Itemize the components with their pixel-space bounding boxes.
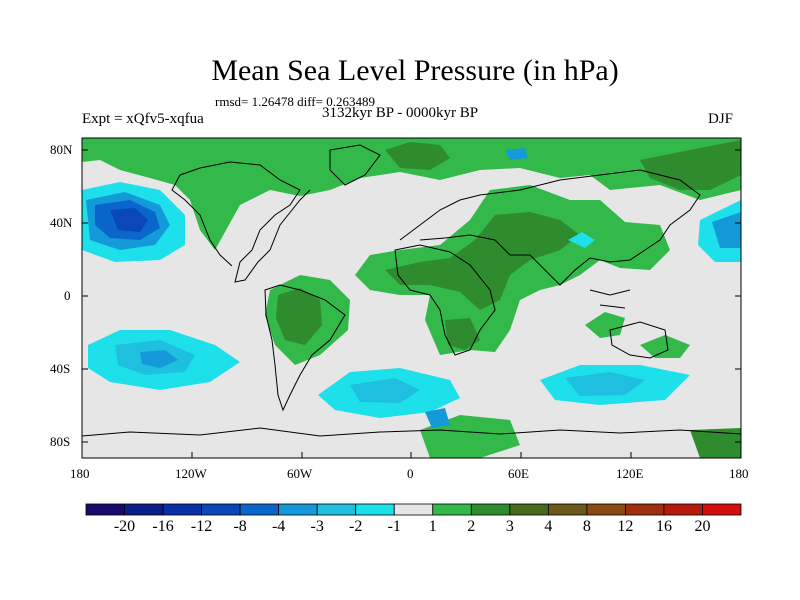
lat-tick-label: 0 — [64, 288, 71, 303]
lat-tick-marks — [82, 149, 741, 443]
coast-australia — [609, 321, 669, 359]
colorbar — [85, 503, 742, 516]
south-america-strong-positive — [276, 288, 322, 345]
coastlines — [82, 144, 741, 437]
lat-tick-label: 40N — [50, 215, 73, 230]
coast-indonesia — [589, 289, 631, 309]
colorbar-label: -12 — [190, 518, 213, 535]
south-pacific-negative-3 — [140, 350, 178, 368]
indian-ocean-negative-2 — [565, 372, 645, 396]
colorbar-label: -8 — [233, 518, 247, 535]
colorbar-swatch — [162, 503, 202, 516]
season-label: DJF — [708, 111, 734, 127]
period-label: 3132kyr BP - 0000kyr BP — [322, 105, 479, 121]
central-asia-negative — [568, 232, 595, 248]
antarctic-strong-positive — [690, 428, 741, 458]
colorbar-label: 1 — [428, 518, 437, 535]
africa-south-strong-positive — [445, 318, 480, 350]
colorbar-swatch — [124, 503, 164, 516]
lon-tick-marks — [81, 452, 742, 458]
colorbar-swatch — [625, 503, 665, 516]
sw-pacific-positive-region — [585, 312, 625, 338]
nw-pacific-negative-3 — [712, 212, 741, 248]
stats-text: rmsd= 1.26478 diff= 0.263489 — [215, 94, 375, 109]
east-australia-positive — [640, 335, 690, 358]
colorbar-label: 2 — [467, 518, 476, 535]
colorbar-swatch — [432, 503, 472, 516]
colorbar-label: -4 — [271, 518, 286, 535]
colorbar-label: -1 — [387, 518, 401, 535]
coast-north-america — [171, 161, 311, 283]
map-field — [82, 138, 741, 458]
colorbar-swatch — [470, 503, 511, 516]
africa-asia-strong-positive — [385, 212, 580, 310]
arctic-small-negative — [505, 148, 528, 160]
colorbar-label: 16 — [655, 518, 672, 535]
lat-tick-label: 40S — [50, 361, 71, 376]
arctic-strong-positive — [385, 142, 450, 170]
colorbar-swatch — [278, 503, 318, 516]
colorbar-label: 4 — [544, 518, 553, 535]
coast-greenland — [329, 144, 381, 186]
coast-antarctica — [82, 427, 741, 437]
colorbar-swatch — [239, 503, 280, 516]
south-atlantic-negative-2 — [350, 378, 420, 403]
weddell-negative — [425, 408, 450, 428]
lon-tick-label: 180 — [70, 466, 90, 481]
lon-tick-label: 120E — [616, 466, 644, 481]
lon-tick-label: 60E — [508, 466, 529, 481]
lat-tick-label: 80S — [50, 434, 71, 449]
colorbar-swatch — [355, 503, 395, 516]
lon-tick-label: 180 — [729, 466, 749, 481]
coast-africa — [394, 244, 496, 356]
colorbar-swatch — [201, 503, 241, 516]
colorbar-swatch — [393, 503, 434, 516]
colorbar-label: 3 — [505, 518, 514, 535]
colorbar-label: -20 — [113, 518, 136, 535]
arctic-positive-region — [82, 138, 741, 250]
colorbar-label: -2 — [349, 518, 363, 535]
lon-tick-label: 120W — [175, 466, 207, 481]
colorbar-label: -16 — [152, 518, 174, 535]
coast-south-america — [264, 284, 346, 412]
siberia-strong-positive — [640, 140, 741, 190]
colorbar-swatch — [702, 503, 742, 516]
lon-tick-label: 0 — [407, 466, 414, 481]
colorbar-swatch — [509, 503, 549, 516]
colorbar-swatch — [547, 503, 588, 516]
lat-tick-label: 80N — [50, 142, 73, 157]
lon-tick-label: 60W — [287, 466, 313, 481]
colorbar-label: 8 — [582, 518, 591, 535]
colorbar-label: 20 — [694, 518, 711, 535]
chart-title: Mean Sea Level Pressure (in hPa) — [211, 54, 619, 87]
north-pacific-negative-5 — [110, 208, 148, 232]
colorbar-label: 12 — [617, 518, 634, 535]
colorbar-swatch — [663, 503, 703, 516]
colorbar-label: -3 — [310, 518, 324, 535]
colorbar-swatch — [85, 503, 125, 516]
colorbar-swatch — [316, 503, 357, 516]
coast-europe-asia — [399, 169, 701, 286]
colorbar-swatch — [586, 503, 626, 516]
experiment-label: Expt = xQfv5-xqfua — [82, 111, 204, 127]
